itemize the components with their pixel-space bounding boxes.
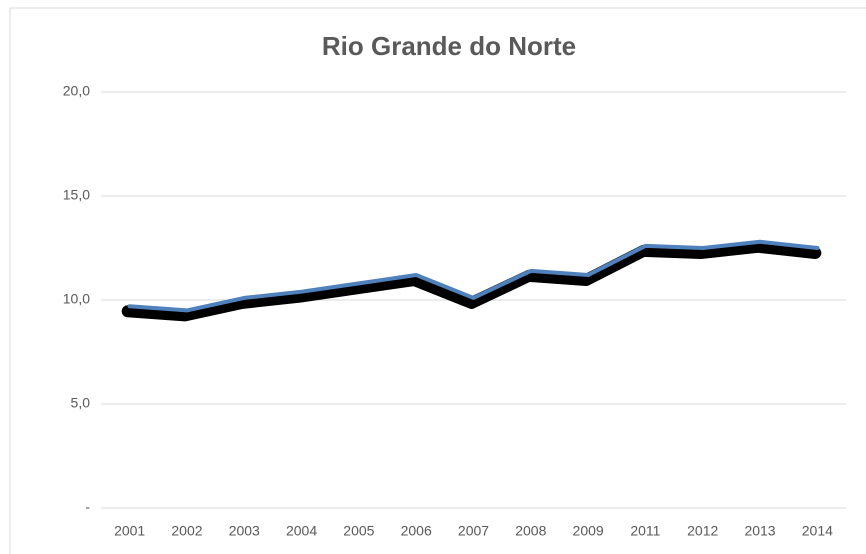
- line-shadow: [121, 240, 822, 322]
- x-tick-label: 2008: [515, 523, 546, 539]
- chart-frame: [9, 7, 866, 554]
- chart-title: Rio Grande do Norte: [322, 31, 576, 61]
- x-tick-label: 2009: [573, 523, 604, 539]
- x-tick-label: 2002: [171, 523, 202, 539]
- x-tick-label: 2007: [458, 523, 489, 539]
- y-tick-label: 5,0: [71, 395, 91, 411]
- x-tick-label: 2003: [229, 523, 260, 539]
- line: [127, 239, 820, 313]
- x-tick-label: 2004: [286, 523, 317, 539]
- y-tick-label: 15,0: [63, 187, 90, 203]
- y-tick-label: -: [85, 499, 90, 515]
- x-tick-label: 2013: [744, 523, 775, 539]
- y-tick-label: 10,0: [63, 291, 90, 307]
- x-tick-label: 2001: [114, 523, 145, 539]
- x-tick-label: 2011: [630, 523, 660, 539]
- y-tick-label: 20,0: [63, 83, 90, 99]
- x-tick-label: 2005: [343, 523, 374, 539]
- x-tick-label: 2014: [802, 523, 833, 539]
- x-tick-label: 2006: [401, 523, 432, 539]
- x-tick-label: 2012: [687, 523, 718, 539]
